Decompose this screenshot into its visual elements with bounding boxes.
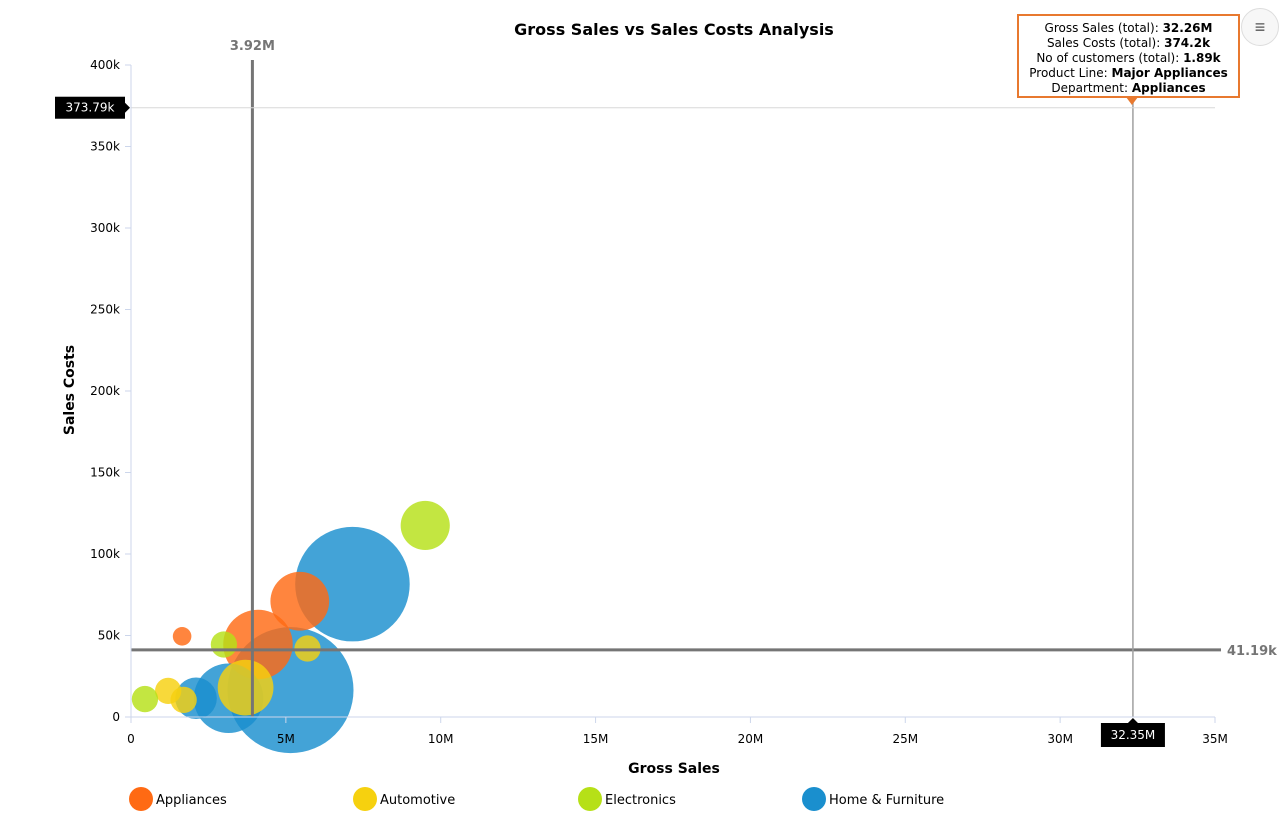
legend-item-electronics[interactable]: Electronics	[578, 787, 676, 811]
x-tick-label: 35M	[1202, 732, 1228, 746]
x-reference-label: 3.92M	[230, 39, 275, 54]
y-tick-label: 400k	[90, 58, 120, 72]
y-tick-label: 350k	[90, 140, 120, 154]
x-axis-title: Gross Sales	[628, 761, 720, 777]
bubble-electronics	[210, 631, 238, 658]
legend: Appliances Automotive Electronics Home & Fu…	[129, 787, 944, 811]
crosshair-x-label-pointer	[1127, 718, 1138, 723]
legend-item-automotive[interactable]: Automotive	[353, 787, 455, 811]
crosshair-y-label: 373.79k	[66, 101, 115, 115]
x-tick-label: 10M	[428, 732, 454, 746]
y-tick-label: 300k	[90, 221, 120, 235]
bubble-electronics	[400, 500, 450, 551]
data-tooltip: Gross Sales (total): 32.26M Sales Costs …	[1017, 14, 1240, 98]
legend-label: Appliances	[156, 793, 227, 808]
legend-marker	[802, 787, 826, 811]
tooltip-line-customers: No of customers (total): 1.89k	[1036, 51, 1221, 65]
bubble-appliances	[172, 627, 192, 646]
legend-marker	[578, 787, 602, 811]
tooltip-line-product-line: Product Line: Major Appliances	[1029, 66, 1228, 80]
crosshair-x-label: 32.35M	[1111, 728, 1156, 742]
tooltip-pointer	[1126, 97, 1138, 105]
y-tick-label: 150k	[90, 466, 120, 480]
legend-label: Home & Furniture	[829, 793, 944, 808]
crosshair-y-label-box	[55, 96, 125, 119]
y-tick-label: 100k	[90, 547, 120, 561]
plot-area: 3.92M 41.19k 32.35M 373.79k	[55, 39, 1277, 754]
legend-item-home-furniture[interactable]: Home & Furniture	[802, 787, 944, 811]
y-reference-label: 41.19k	[1227, 644, 1277, 659]
y-tick-label: 50k	[98, 629, 120, 643]
hamburger-icon: ≡	[1254, 16, 1266, 37]
x-tick-label: 20M	[738, 732, 764, 746]
bubble-electronics	[131, 685, 159, 713]
bubble-automotive	[217, 659, 274, 716]
axes: 0 50k 100k 150k 200k 250k 300k 350k 400k 0 5M 10M 15…	[90, 58, 1228, 746]
tooltip-line-department: Department: Appliances	[1051, 81, 1206, 95]
chart-menu-button[interactable]: ≡	[1241, 8, 1279, 46]
y-tick-label: 250k	[90, 303, 120, 317]
tooltip-line-gross-sales: Gross Sales (total): 32.26M	[1044, 21, 1213, 35]
y-tick-label: 0	[112, 710, 120, 724]
chart-title: Gross Sales vs Sales Costs Analysis	[514, 20, 834, 39]
legend-label: Electronics	[605, 793, 676, 808]
legend-marker	[129, 787, 153, 811]
x-tick-label: 15M	[583, 732, 609, 746]
legend-marker	[353, 787, 377, 811]
legend-label: Automotive	[380, 793, 455, 808]
x-tick-label: 5M	[277, 732, 295, 746]
tooltip-line-sales-costs: Sales Costs (total): 374.2k	[1046, 36, 1211, 50]
x-tick-label: 0	[127, 732, 135, 746]
y-axis-title: Sales Costs	[62, 345, 78, 435]
crosshair-y-label-pointer	[125, 102, 130, 113]
x-tick-label: 25M	[892, 732, 918, 746]
x-tick-label: 30M	[1047, 732, 1073, 746]
bubble-automotive	[170, 686, 197, 714]
crosshair-x-label-box	[1100, 723, 1165, 747]
bubble-appliances	[270, 571, 330, 631]
y-tick-label: 200k	[90, 384, 120, 398]
legend-item-appliances[interactable]: Appliances	[129, 787, 227, 811]
